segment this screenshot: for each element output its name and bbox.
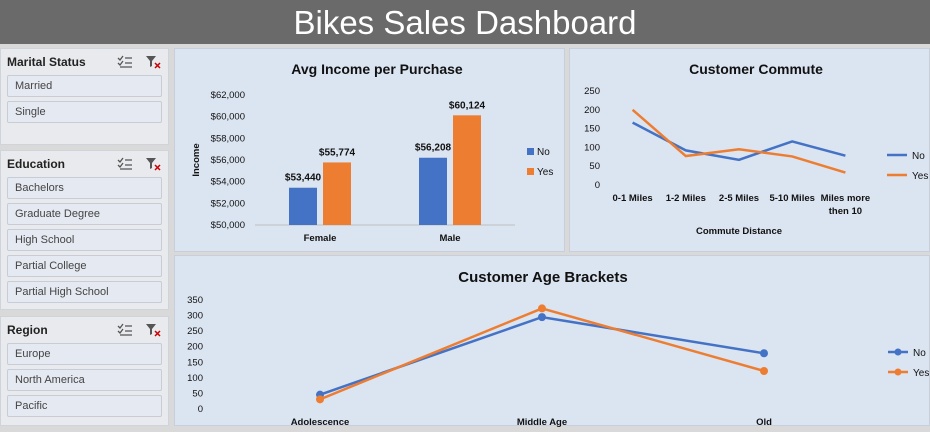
x-tick-label: Female	[304, 233, 337, 244]
slicer-item-single[interactable]: Single	[7, 101, 162, 123]
y-tick-label: $50,000	[211, 220, 245, 231]
slicer-item-graduate-degree[interactable]: Graduate Degree	[7, 203, 162, 225]
avg-income-bar-chart: Avg Income per Purchase $50,000 $52,000 $54…	[191, 61, 553, 244]
legend-marker	[894, 348, 902, 356]
slicer-title: Education	[7, 157, 66, 171]
y-tick-label: 250	[187, 326, 203, 337]
chart-customer-age: Customer Age Brackets 0 50 100 150 200 250 300 3…	[174, 255, 930, 428]
x-tick-label: Miles more then 10	[821, 193, 871, 217]
slicer-item-partial-college[interactable]: Partial College	[7, 255, 162, 277]
clear-filter-icon[interactable]	[145, 157, 161, 171]
y-tick-label: $54,000	[211, 177, 245, 188]
y-tick-label: 100	[584, 142, 600, 153]
series-line	[319, 315, 765, 396]
legend-label: Yes	[912, 171, 928, 182]
slicer-item-europe[interactable]: Europe	[7, 343, 162, 365]
legend-label: No	[913, 348, 926, 359]
slicer-marital-status: Marital Status Married Single	[0, 48, 169, 145]
y-tick-label: 200	[187, 342, 203, 353]
y-tick-label: $58,000	[211, 133, 245, 144]
bar	[453, 115, 481, 225]
chart-title: Customer Commute	[689, 61, 823, 77]
multi-select-icon[interactable]	[117, 55, 133, 69]
legend-label: Yes	[537, 167, 553, 178]
y-tick-label: 300	[187, 311, 203, 322]
data-point	[538, 313, 546, 322]
x-tick-label: 2-5 Miles	[719, 193, 759, 204]
slicer-item-pacific[interactable]: Pacific	[7, 395, 162, 417]
slicer-title: Marital Status	[7, 55, 86, 69]
series-line	[319, 307, 765, 401]
legend-label: No	[912, 151, 925, 162]
x-axis-label: Commute Distance	[696, 226, 782, 237]
clear-filter-icon[interactable]	[145, 55, 161, 69]
y-tick-label: 50	[192, 388, 203, 399]
multi-select-icon[interactable]	[117, 323, 133, 337]
bar	[419, 157, 447, 225]
y-tick-label: 150	[584, 124, 600, 135]
data-point	[760, 349, 768, 358]
slicer-item-north-america[interactable]: North America	[7, 369, 162, 391]
clear-filter-icon[interactable]	[145, 323, 161, 337]
dashboard-title: Bikes Sales Dashboard	[0, 0, 930, 44]
y-tick-label: 100	[187, 373, 203, 384]
chart-avg-income: Avg Income per Purchase $50,000 $52,000 $54…	[174, 48, 565, 252]
x-tick-label: Male	[439, 233, 460, 244]
legend-label: No	[537, 147, 550, 158]
slicer-header: Marital Status	[1, 49, 168, 75]
chart-title: Avg Income per Purchase	[291, 61, 463, 77]
slicer-header: Education	[1, 151, 168, 177]
y-tick-label: 250	[584, 86, 600, 97]
data-point	[760, 367, 768, 376]
customer-age-line-chart: Customer Age Brackets 0 50 100 150 200 250 300 3…	[187, 269, 929, 428]
y-tick-label: 200	[584, 105, 600, 116]
chart-title: Customer Age Brackets	[458, 269, 628, 286]
data-label: $55,774	[319, 147, 356, 158]
x-tick-label: Middle Age	[517, 417, 567, 427]
slicer-header: Region	[1, 317, 168, 343]
x-tick-label: 1-2 Miles	[666, 193, 706, 204]
bar	[289, 187, 317, 225]
slicer-item-married[interactable]: Married	[7, 75, 162, 97]
data-point	[538, 304, 546, 313]
y-tick-label: $62,000	[211, 90, 245, 101]
y-tick-label: 0	[595, 180, 600, 191]
slicer-region: Region Europe North America Pacific	[0, 316, 169, 426]
y-tick-label: 150	[187, 357, 203, 368]
legend-marker	[894, 368, 902, 376]
slicer-item-bachelors[interactable]: Bachelors	[7, 177, 162, 199]
y-tick-label: 0	[198, 404, 203, 415]
data-label: $60,124	[449, 100, 486, 111]
customer-commute-line-chart: Customer Commute 0 50 100 150 200 250 0-1 Miles…	[584, 61, 928, 237]
chart-customer-commute: Customer Commute 0 50 100 150 200 250 0-1 Miles…	[569, 48, 930, 252]
y-tick-label: $56,000	[211, 155, 245, 166]
series-line	[632, 121, 846, 162]
data-label: $53,440	[285, 173, 322, 184]
slicer-item-partial-high-school[interactable]: Partial High School	[7, 281, 162, 303]
y-tick-label: $52,000	[211, 198, 245, 209]
slicer-title: Region	[7, 323, 48, 337]
x-tick-label: 0-1 Miles	[613, 193, 653, 204]
y-tick-label: $60,000	[211, 112, 245, 123]
series-line	[631, 108, 846, 174]
data-point	[316, 395, 324, 404]
legend-label: Yes	[913, 368, 929, 379]
x-tick-label: Adolescence	[291, 417, 350, 427]
x-tick-label: 5-10 Miles	[769, 193, 814, 204]
y-tick-label: 50	[589, 161, 600, 172]
x-tick-label: Old	[756, 417, 772, 427]
bar	[323, 162, 351, 225]
slicer-education: Education Bachelors Graduate Degree High…	[0, 150, 169, 310]
y-tick-label: 350	[187, 295, 203, 306]
multi-select-icon[interactable]	[117, 157, 133, 171]
legend-swatch	[527, 148, 534, 155]
data-label: $56,208	[415, 143, 452, 154]
legend-swatch	[527, 168, 534, 175]
y-axis-label: Income	[191, 143, 202, 176]
slicer-item-high-school[interactable]: High School	[7, 229, 162, 251]
